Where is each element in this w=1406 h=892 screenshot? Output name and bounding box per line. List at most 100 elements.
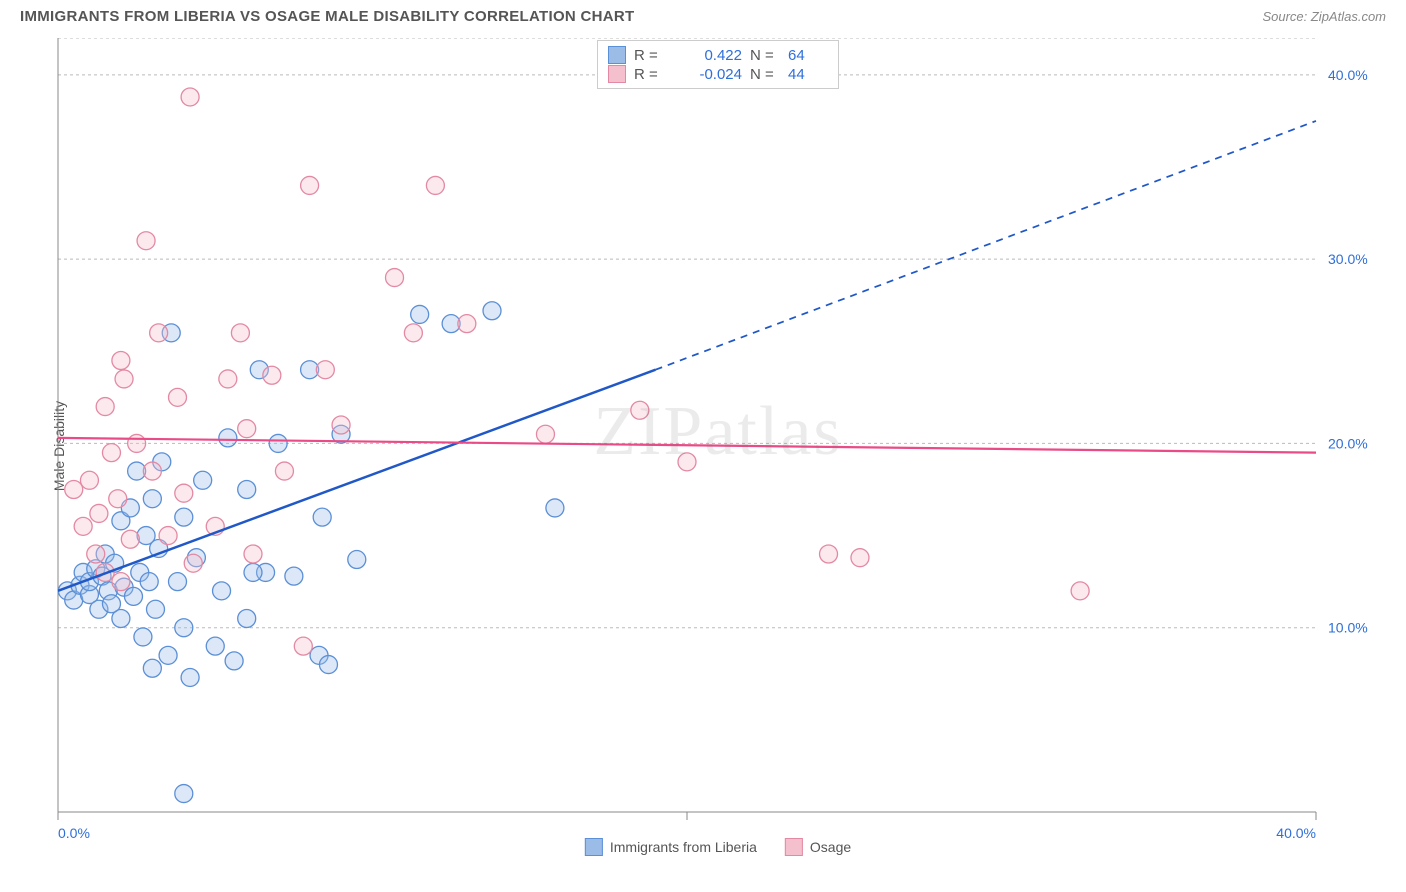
data-point: [546, 499, 564, 517]
data-point: [184, 554, 202, 572]
legend-label-1: Osage: [810, 839, 851, 855]
data-point: [678, 453, 696, 471]
data-point: [175, 508, 193, 526]
n-label: N =: [750, 66, 780, 83]
data-point: [96, 398, 114, 416]
data-point: [244, 545, 262, 563]
stats-row-series-0: R = 0.422 N = 64: [608, 46, 828, 64]
stats-row-series-1: R = -0.024 N = 44: [608, 65, 828, 83]
trend-line-extrapolated: [656, 121, 1316, 370]
title-bar: IMMIGRANTS FROM LIBERIA VS OSAGE MALE DI…: [0, 0, 1406, 29]
data-point: [112, 573, 130, 591]
data-point: [80, 471, 98, 489]
data-point: [851, 549, 869, 567]
data-point: [143, 490, 161, 508]
data-point: [169, 573, 187, 591]
data-point: [275, 462, 293, 480]
data-point: [175, 785, 193, 803]
data-point: [128, 434, 146, 452]
data-point: [294, 637, 312, 655]
data-point: [175, 484, 193, 502]
swatch-series-1: [608, 65, 626, 83]
data-point: [404, 324, 422, 342]
data-point: [146, 600, 164, 618]
data-point: [194, 471, 212, 489]
svg-text:10.0%: 10.0%: [1328, 620, 1368, 636]
swatch-icon: [585, 838, 603, 856]
data-point: [112, 610, 130, 628]
swatch-icon: [785, 838, 803, 856]
data-point: [143, 659, 161, 677]
svg-text:0.0%: 0.0%: [58, 825, 90, 841]
data-point: [121, 530, 139, 548]
data-point: [102, 444, 120, 462]
data-point: [411, 305, 429, 323]
stats-legend: R = 0.422 N = 64 R = -0.024 N = 44: [597, 40, 839, 89]
svg-text:40.0%: 40.0%: [1328, 67, 1368, 83]
data-point: [244, 563, 262, 581]
r-label: R =: [634, 66, 664, 83]
data-point: [348, 551, 366, 569]
n-value-0: 64: [788, 47, 828, 64]
data-point: [1071, 582, 1089, 600]
data-point: [112, 352, 130, 370]
data-point: [238, 420, 256, 438]
series-legend: Immigrants from Liberia Osage: [585, 838, 851, 856]
data-point: [169, 388, 187, 406]
data-point: [150, 324, 168, 342]
data-point: [213, 582, 231, 600]
data-point: [631, 401, 649, 419]
data-point: [134, 628, 152, 646]
trend-line: [58, 438, 1316, 453]
r-value-1: -0.024: [672, 66, 742, 83]
data-point: [90, 504, 108, 522]
r-label: R =: [634, 47, 664, 64]
data-point: [269, 434, 287, 452]
data-point: [175, 619, 193, 637]
data-point: [536, 425, 554, 443]
legend-item-0: Immigrants from Liberia: [585, 838, 757, 856]
data-point: [137, 232, 155, 250]
data-point: [74, 517, 92, 535]
data-point: [124, 587, 142, 605]
data-point: [143, 462, 161, 480]
plot-area: R = 0.422 N = 64 R = -0.024 N = 44 ZIPat…: [50, 38, 1386, 858]
data-point: [263, 366, 281, 384]
data-point: [319, 656, 337, 674]
n-value-1: 44: [788, 66, 828, 83]
data-point: [238, 610, 256, 628]
data-point: [386, 269, 404, 287]
data-point: [301, 176, 319, 194]
data-point: [181, 88, 199, 106]
data-point: [159, 646, 177, 664]
data-point: [109, 490, 127, 508]
data-point: [181, 668, 199, 686]
data-point: [140, 573, 158, 591]
data-point: [219, 429, 237, 447]
data-point: [332, 416, 350, 434]
svg-text:20.0%: 20.0%: [1328, 435, 1368, 451]
data-point: [483, 302, 501, 320]
scatter-chart: 0.0% 40.0% 10.0% 20.0% 30.0% 40.0%: [50, 38, 1386, 858]
data-point: [219, 370, 237, 388]
data-point: [87, 545, 105, 563]
svg-text:40.0%: 40.0%: [1276, 825, 1316, 841]
data-point: [313, 508, 331, 526]
data-point: [238, 481, 256, 499]
data-point: [285, 567, 303, 585]
data-point: [225, 652, 243, 670]
data-point: [426, 176, 444, 194]
swatch-series-0: [608, 46, 626, 64]
data-point: [115, 370, 133, 388]
svg-text:30.0%: 30.0%: [1328, 251, 1368, 267]
data-point: [458, 315, 476, 333]
data-point: [316, 361, 334, 379]
r-value-0: 0.422: [672, 47, 742, 64]
chart-title: IMMIGRANTS FROM LIBERIA VS OSAGE MALE DI…: [20, 8, 635, 25]
n-label: N =: [750, 47, 780, 64]
data-point: [820, 545, 838, 563]
data-point: [159, 527, 177, 545]
data-point: [65, 481, 83, 499]
legend-label-0: Immigrants from Liberia: [610, 839, 757, 855]
data-point: [206, 637, 224, 655]
